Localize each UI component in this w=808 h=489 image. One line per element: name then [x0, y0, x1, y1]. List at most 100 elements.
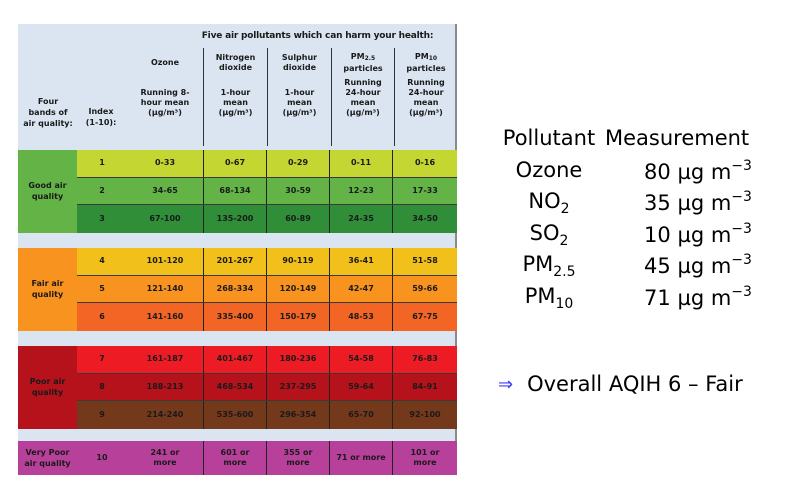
measurement-column-header: Measurement — [605, 126, 750, 150]
header-pm10-desc: Running 24-hour mean (µg/m³) — [407, 78, 444, 118]
value-cell: 241 or more — [150, 448, 180, 467]
measurement-value: 35 µg m−3 — [644, 189, 752, 215]
header-nitrogen-dioxide: Nitrogen dioxide 1-hour mean (µg/m³) — [203, 48, 267, 146]
pollutant-name: Ozone — [515, 157, 583, 182]
value-cell: 101-120 — [146, 256, 184, 266]
measurement-value: 45 µg m−3 — [644, 252, 752, 278]
value-cell: 121-140 — [146, 283, 184, 293]
index-cell: 7 — [99, 354, 105, 364]
header-index-line: (1-10): — [85, 118, 117, 127]
header-ozone-name: Ozone — [151, 48, 179, 78]
band-1: Fair air quality 4 101-120 201-267 90-119 36-4… — [18, 248, 457, 331]
header-pm10: PM10 particles Running 24-hour mean (µg/m… — [394, 48, 457, 146]
value-cell: 468-534 — [203, 373, 266, 400]
measurement-value: 10 µg m−3 — [644, 220, 752, 247]
band-label-line: quality — [31, 192, 64, 202]
header-index-line: Index — [88, 107, 114, 116]
desc-line: (µg/m³) — [148, 108, 182, 117]
value-cell: 84-91 — [392, 373, 457, 400]
index-cell: 10 — [96, 453, 108, 462]
measurement-row: PM10 71 µg m−3 — [497, 284, 787, 316]
value-cell: 214-240 — [146, 409, 184, 419]
header-bands: Four bands of air quality: — [18, 96, 78, 129]
value-cell: 188-213 — [146, 381, 184, 391]
value-cell: 12-23 — [329, 177, 392, 204]
index-cell: 8 — [99, 381, 105, 391]
desc-line: Running — [344, 78, 382, 87]
header-pm25-name: PM2.5 particles — [343, 48, 382, 78]
value-cell: 68-134 — [203, 177, 266, 204]
band-0: Good air quality 1 0-33 0-67 0-29 0-11 0-16 2 34-… — [18, 150, 457, 233]
desc-line: mean — [223, 98, 248, 107]
pollutant-name: dioxide — [218, 63, 253, 72]
table-row: 2 34-65 68-134 30-59 12-23 17-33 — [77, 177, 457, 205]
value-cell: 150-179 — [266, 303, 329, 331]
desc-line: hour mean — [140, 98, 190, 107]
value-cell: 34-50 — [392, 205, 457, 233]
value-cell: 42-47 — [329, 275, 392, 302]
desc-line: 1-hour — [220, 88, 251, 97]
header-index: Index (1-10): — [80, 106, 122, 128]
value-cell: 268-334 — [203, 275, 266, 302]
table-row: 10 241 or more 601 or more 355 or more 71 or mo… — [77, 441, 457, 475]
index-cell: 1 — [99, 158, 105, 168]
header-bands-line: bands of — [28, 108, 68, 117]
desc-line: 24-hour — [345, 88, 381, 97]
header-so2-desc: 1-hour mean (µg/m³) — [283, 88, 317, 118]
value-cell: 30-59 — [266, 177, 329, 204]
pollutant-name: PM10 — [414, 52, 438, 62]
measurement-rows: Ozone 80 µg m−3 NO2 35 µg m−3 SO2 10 µg m−3 PM… — [497, 158, 787, 316]
implies-arrow-icon: ⇒ — [498, 373, 514, 395]
value-cell: 17-33 — [392, 177, 457, 204]
band-label: Poor air quality — [18, 346, 77, 429]
table-row: 9 214-240 535-600 296-354 65-70 92-100 — [77, 401, 457, 429]
band-label: Very Poor air quality — [18, 441, 77, 475]
value-cell: 0-67 — [203, 150, 266, 177]
value-cell: 120-149 — [266, 275, 329, 302]
band-label-line: Poor air — [29, 377, 66, 387]
header-bands-line: air quality: — [23, 119, 73, 128]
table-row: 6 141-160 335-400 150-179 48-53 67-75 — [77, 303, 457, 331]
index-cell: 5 — [99, 283, 105, 293]
table-row: 5 121-140 268-334 120-149 42-47 59-66 — [77, 275, 457, 303]
table-row: 8 188-213 468-534 237-295 59-64 84-91 — [77, 373, 457, 401]
pollutant-name: Sulphur — [281, 53, 318, 62]
header-pm25-desc: Running 24-hour mean (µg/m³) — [344, 78, 381, 118]
desc-line: Running 8- — [140, 88, 190, 97]
conclusion: ⇒ Overall AQIH 6 – Fair — [498, 372, 743, 396]
value-cell: 0-11 — [329, 150, 392, 177]
value-cell: 92-100 — [392, 401, 457, 429]
band-3: Very Poor air quality 10 241 or more 601 or mo… — [18, 441, 457, 475]
value-cell: 0-33 — [154, 158, 176, 168]
band-2: Poor air quality 7 161-187 401-467 180-236 54-… — [18, 346, 457, 429]
band-label-line: air quality — [24, 459, 71, 468]
measurement-value: 71 µg m−3 — [644, 283, 752, 310]
pollutant-name: Nitrogen — [215, 53, 256, 62]
value-cell: 60-89 — [266, 205, 329, 233]
value-cell: 67-100 — [149, 213, 181, 223]
value-cell: 24-35 — [329, 205, 392, 233]
band-label: Fair air quality — [18, 248, 77, 331]
value-cell: 355 or more — [266, 441, 329, 475]
value-cell: 65-70 — [329, 401, 392, 429]
value-cell: 51-58 — [392, 248, 457, 275]
table-row: 4 101-120 201-267 90-119 36-41 51-58 — [77, 248, 457, 276]
value-cell: 201-267 — [203, 248, 266, 275]
value-cell: 601 or more — [203, 441, 266, 475]
desc-line: Running — [407, 78, 445, 87]
measurement-row: SO2 10 µg m−3 — [497, 221, 787, 253]
band-label-line: quality — [31, 290, 64, 300]
table-row: 7 161-187 401-467 180-236 54-58 76-83 — [77, 346, 457, 374]
header-pm25: PM2.5 particles Running 24-hour mean (µg/… — [331, 48, 394, 146]
value-cell: 34-65 — [152, 185, 178, 195]
desc-line: 1-hour — [284, 88, 315, 97]
measurement-row: Ozone 80 µg m−3 — [497, 158, 787, 190]
table-row: 1 0-33 0-67 0-29 0-11 0-16 — [77, 150, 457, 178]
pollutant-name: dioxide — [282, 63, 316, 72]
header-sulphur-dioxide: Sulphur dioxide 1-hour mean (µg/m³) — [267, 48, 331, 146]
measurement-row: PM2.5 45 µg m−3 — [497, 252, 787, 284]
measurement-value: 80 µg m−3 — [644, 157, 752, 184]
table-title: Five air pollutants which can harm your … — [201, 31, 434, 41]
header-bands-line: Four — [37, 97, 59, 106]
index-cell: 2 — [99, 185, 105, 195]
